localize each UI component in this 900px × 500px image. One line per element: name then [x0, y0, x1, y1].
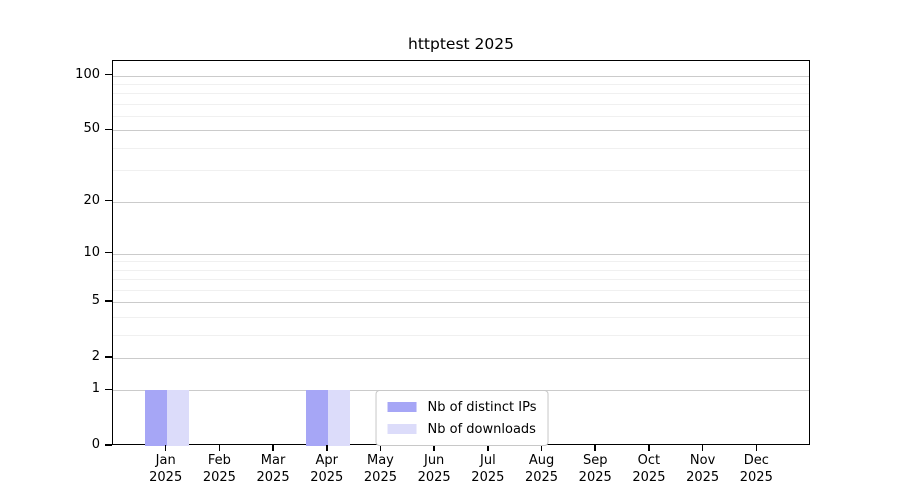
y-tick-mark — [105, 444, 112, 446]
x-tick-label: Oct 2025 — [617, 453, 681, 486]
chart-title: httptest 2025 — [408, 35, 514, 53]
y-tick-label: 10 — [83, 244, 100, 260]
legend-swatch-nb-of-distinct-ips — [387, 402, 417, 412]
legend-swatch-nb-of-downloads — [387, 424, 417, 434]
x-tick-year: 2025 — [417, 469, 451, 485]
x-tick-month: Dec — [743, 453, 769, 468]
x-tick-year: 2025 — [202, 469, 236, 485]
gridline-minor — [113, 83, 809, 85]
gridline-minor — [113, 147, 809, 149]
x-tick-label: Mar 2025 — [241, 453, 305, 486]
x-tick-year: 2025 — [739, 469, 773, 485]
x-tick-mark — [379, 445, 382, 451]
gridline-major — [113, 130, 809, 132]
y-tick-mark — [105, 388, 112, 391]
gridline-minor — [113, 170, 809, 172]
y-tick-mark — [105, 300, 112, 302]
x-tick-year: 2025 — [632, 469, 666, 485]
bar-nb-of-distinct-ips — [305, 390, 328, 446]
x-tick-year: 2025 — [363, 469, 397, 485]
x-tick-label: May 2025 — [348, 453, 412, 486]
gridline-minor — [113, 334, 809, 336]
gridline-major — [113, 357, 809, 359]
x-tick-label: Dec 2025 — [724, 453, 788, 486]
legend-label: Nb of distinct IPs — [427, 399, 537, 415]
x-tick-label: Jan 2025 — [134, 453, 198, 486]
plot-area: Nb of distinct IPs Nb of downloads — [112, 60, 810, 446]
gridline-major — [113, 201, 809, 203]
gridline-minor — [113, 261, 809, 263]
x-tick-month: Mar — [260, 453, 286, 468]
gridline-minor — [113, 103, 809, 105]
gridline-minor — [113, 93, 809, 95]
y-tick-label: 100 — [75, 66, 100, 82]
x-tick-mark — [218, 445, 221, 451]
x-tick-mark — [164, 445, 167, 451]
legend-label: Nb of downloads — [427, 421, 536, 437]
x-tick-year: 2025 — [686, 469, 720, 485]
y-tick-label: 50 — [83, 121, 100, 137]
y-tick-mark — [105, 199, 112, 202]
gridline-major — [113, 302, 809, 304]
y-tick-mark — [105, 251, 112, 254]
bar-nb-of-distinct-ips — [144, 390, 167, 446]
x-tick-month: Sep — [582, 453, 608, 468]
y-tick-mark — [105, 73, 112, 76]
x-tick-mark — [594, 445, 596, 451]
x-tick-month: May — [367, 453, 394, 468]
y-tick-label: 0 — [91, 437, 100, 452]
x-tick-label: Nov 2025 — [671, 453, 735, 486]
x-tick-label: Jun 2025 — [402, 453, 466, 486]
legend: Nb of distinct IPs Nb of downloads — [375, 390, 549, 446]
x-tick-month: Jul — [480, 453, 496, 468]
x-tick-year: 2025 — [578, 469, 612, 485]
gridline-minor — [113, 269, 809, 271]
x-tick-year: 2025 — [256, 469, 290, 485]
x-tick-month: Aug — [528, 453, 555, 468]
legend-entry: Nb of distinct IPs — [387, 396, 537, 418]
x-tick-month: Feb — [207, 453, 231, 468]
x-tick-label: Sep 2025 — [563, 453, 627, 486]
x-tick-month: Oct — [637, 453, 661, 468]
legend-entry: Nb of downloads — [387, 418, 537, 440]
x-tick-month: Jan — [155, 453, 176, 468]
gridline-minor — [113, 289, 809, 291]
x-tick-mark — [487, 445, 489, 451]
x-tick-mark — [540, 445, 543, 451]
x-tick-year: 2025 — [524, 469, 559, 485]
x-tick-year: 2025 — [310, 469, 344, 485]
x-tick-year: 2025 — [149, 469, 183, 485]
bar-nb-of-downloads — [166, 390, 189, 446]
x-tick-month: Jun — [423, 453, 445, 468]
y-tick-label: 20 — [83, 192, 100, 208]
x-tick-label: Feb 2025 — [187, 453, 251, 486]
y-tick-mark — [105, 356, 112, 358]
gridline-minor — [113, 115, 809, 117]
gridline-major — [113, 75, 809, 77]
gridline-minor — [113, 279, 809, 281]
x-tick-mark — [701, 445, 704, 451]
x-tick-mark — [433, 445, 435, 451]
bar-nb-of-downloads — [327, 390, 350, 446]
x-tick-month: Nov — [689, 453, 716, 468]
y-tick-label: 5 — [91, 293, 100, 309]
x-tick-label: Aug 2025 — [510, 453, 574, 486]
x-tick-month: Apr — [315, 453, 339, 468]
x-tick-mark — [326, 445, 328, 451]
x-tick-mark — [755, 445, 758, 451]
y-tick-label: 1 — [91, 381, 100, 397]
gridline-minor — [113, 316, 809, 318]
x-tick-label: Jul 2025 — [456, 453, 520, 486]
y-tick-mark — [105, 128, 112, 131]
x-tick-label: Apr 2025 — [295, 453, 359, 486]
y-tick-label: 2 — [91, 348, 100, 364]
gridline-major — [113, 253, 809, 255]
x-tick-year: 2025 — [471, 469, 505, 485]
x-tick-mark — [648, 445, 650, 451]
x-tick-mark — [272, 445, 274, 451]
